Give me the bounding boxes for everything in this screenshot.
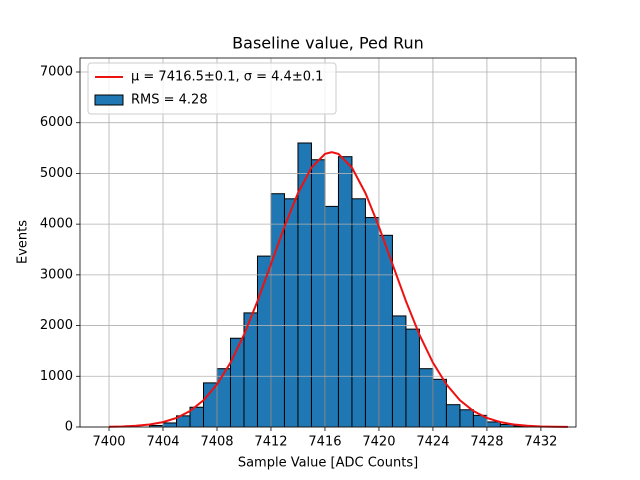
y-tick-label: 1000	[40, 369, 73, 384]
x-axis-label: Sample Value [ADC Counts]	[238, 456, 418, 471]
y-tick-label: 2000	[40, 318, 73, 333]
histogram-bar	[405, 328, 420, 428]
histogram-bar	[202, 382, 218, 428]
histogram-bar	[337, 156, 353, 428]
histogram-bar	[216, 368, 231, 428]
y-tick-label: 4000	[40, 217, 73, 232]
histogram-bar	[270, 193, 285, 428]
plot-frame	[79, 57, 577, 428]
legend-box	[87, 62, 337, 115]
histogram-bar	[324, 205, 339, 428]
x-tick-label: 7420	[362, 435, 395, 450]
x-tick-label: 7412	[254, 435, 287, 450]
x-tick-label: 7424	[416, 435, 449, 450]
histogram-bar	[310, 159, 326, 428]
legend-patch	[94, 94, 124, 106]
histogram-bar	[283, 198, 299, 428]
histogram-bar	[229, 337, 245, 428]
histogram-bar	[418, 368, 434, 428]
histogram-bar	[486, 421, 501, 428]
histogram-bar	[459, 409, 474, 428]
legend-label: RMS = 4.28	[131, 93, 208, 108]
histogram-bar	[162, 422, 178, 428]
chart-title: Baseline value, Ped Run	[232, 34, 424, 53]
y-tick-label: 6000	[40, 115, 73, 130]
x-tick-label: 7400	[92, 435, 125, 450]
x-tick-label: 7432	[524, 435, 557, 450]
histogram-bar	[432, 378, 447, 428]
y-tick-label: 7000	[40, 64, 73, 79]
x-tick-label: 7428	[470, 435, 503, 450]
y-tick-label: 5000	[40, 166, 73, 181]
histogram-bar	[378, 234, 393, 428]
y-tick-label: 3000	[40, 267, 73, 282]
x-tick-label: 7404	[146, 435, 179, 450]
y-tick-label: 0	[65, 420, 73, 435]
x-tick-label: 7416	[308, 435, 341, 450]
y-axis-label: Events	[16, 220, 31, 264]
legend-label: μ = 7416.5±0.1, σ = 4.4±0.1	[131, 70, 323, 85]
x-tick-label: 7408	[200, 435, 233, 450]
histogram-bar	[351, 198, 366, 428]
histogram-bar	[297, 142, 312, 428]
fit-line	[108, 151, 568, 428]
histogram-bar	[445, 404, 461, 428]
histogram-bar	[391, 315, 407, 428]
histogram-bar	[364, 217, 380, 428]
